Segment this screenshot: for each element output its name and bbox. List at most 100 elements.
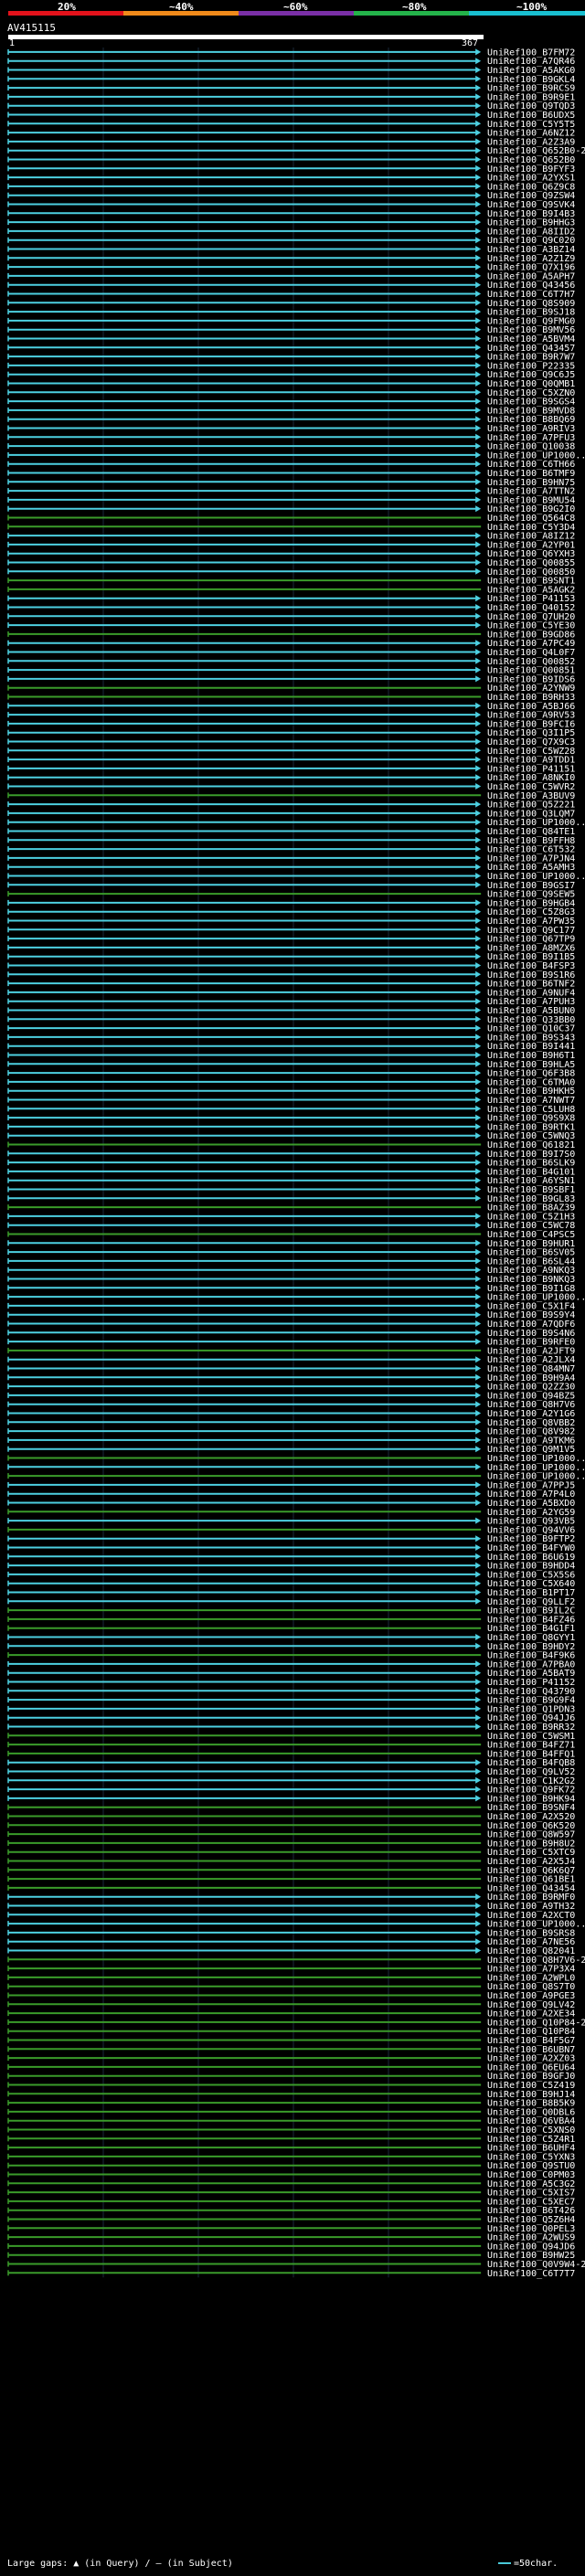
hit-label[interactable]: UniRef100_A7QDF6 — [487, 1320, 575, 1330]
hit-label[interactable]: UniRef100_Q93VB5 — [487, 1517, 575, 1527]
hit-label[interactable]: UniRef100_P41152 — [487, 1678, 575, 1688]
hit-label[interactable]: UniRef100_Q8S7T0 — [487, 1982, 575, 1992]
hit-label[interactable]: UniRef100_Q6Z9C8 — [487, 182, 575, 192]
hit-label[interactable]: UniRef100_UP1000... — [487, 872, 585, 882]
hit-label[interactable]: UniRef100_A9RIV3 — [487, 424, 575, 434]
hit-label[interactable]: UniRef100_B9HDY2 — [487, 1642, 575, 1652]
hit-label[interactable]: UniRef100_Q0PEL3 — [487, 2224, 575, 2234]
hit-label[interactable]: UniRef100_B9HW25 — [487, 2251, 575, 2261]
hit-label[interactable]: UniRef100_Q5Z6H4 — [487, 2215, 575, 2225]
hit-label[interactable]: UniRef100_C5X640 — [487, 1579, 575, 1589]
hit-label[interactable]: UniRef100_A7QR46 — [487, 57, 575, 67]
hit-label[interactable]: UniRef100_A9NKQ3 — [487, 1266, 575, 1276]
hit-label[interactable]: UniRef100_A3BUV9 — [487, 791, 575, 801]
hit-label[interactable]: UniRef100_C5YE30 — [487, 621, 575, 631]
hit-label[interactable]: UniRef100_A2X5J4 — [487, 1857, 575, 1867]
hit-label[interactable]: UniRef100_C5X5S6 — [487, 1570, 575, 1580]
hit-label[interactable]: UniRef100_Q6VBA4 — [487, 2116, 575, 2126]
hit-label[interactable]: UniRef100_Q43790 — [487, 1687, 575, 1697]
hit-label[interactable]: UniRef100_A7NWT7 — [487, 1096, 575, 1106]
hit-label[interactable]: UniRef100_B6UHF4 — [487, 2144, 575, 2154]
hit-label[interactable]: UniRef100_B4F5G7 — [487, 2036, 575, 2046]
hit-label[interactable]: UniRef100_Q94VV6 — [487, 1525, 575, 1535]
hit-label[interactable]: UniRef100_Q67TP9 — [487, 935, 575, 945]
hit-label[interactable]: UniRef100_A7PC49 — [487, 639, 575, 649]
hit-label[interactable]: UniRef100_A7P3X4 — [487, 1965, 575, 1975]
hit-label[interactable]: UniRef100_UP1000... — [487, 1293, 585, 1303]
hit-label[interactable]: UniRef100_A7TTN2 — [487, 487, 575, 497]
hit-label[interactable]: UniRef100_A5BJ66 — [487, 702, 575, 712]
hit-label[interactable]: UniRef100_B9SNT1 — [487, 577, 575, 587]
hit-label[interactable]: UniRef100_B9HUR1 — [487, 1239, 575, 1249]
hit-label[interactable]: UniRef100_Q2ZZ30 — [487, 1383, 575, 1393]
hit-label[interactable]: UniRef100_UP1000... — [487, 818, 585, 828]
hit-label[interactable]: UniRef100_A9PGE3 — [487, 1991, 575, 2001]
hit-label[interactable]: UniRef100_Q00852 — [487, 657, 575, 667]
hit-label[interactable]: UniRef100_B9HJ14 — [487, 2090, 575, 2100]
hit-label[interactable]: UniRef100_B9S4N6 — [487, 1329, 575, 1339]
hit-label[interactable]: UniRef100_Q9SVK4 — [487, 200, 575, 210]
hit-label[interactable]: UniRef100_A2YG59 — [487, 1508, 575, 1518]
hit-label[interactable]: UniRef100_B9RR32 — [487, 1723, 575, 1733]
hit-label[interactable]: UniRef100_B6UDX5 — [487, 111, 575, 121]
hit-label[interactable]: UniRef100_B9FYF3 — [487, 164, 575, 175]
hit-label[interactable]: UniRef100_B9HK94 — [487, 1794, 575, 1804]
hit-label[interactable]: UniRef100_A5AGK2 — [487, 585, 575, 595]
hit-label[interactable]: UniRef100_A2WPL0 — [487, 1973, 575, 1983]
hit-label[interactable]: UniRef100_Q84MN7 — [487, 1364, 575, 1374]
hit-label[interactable]: UniRef100_B8BQ69 — [487, 415, 575, 425]
hit-label[interactable]: UniRef100_B8AZ39 — [487, 1203, 575, 1214]
hit-label[interactable]: UniRef100_A2XE34 — [487, 2009, 575, 2019]
hit-label[interactable]: UniRef100_A9TKM6 — [487, 1436, 575, 1446]
hit-label[interactable]: UniRef100_Q9SEW5 — [487, 890, 575, 900]
hit-label[interactable]: UniRef100_Q9LV42 — [487, 2000, 575, 2010]
hit-label[interactable]: UniRef100_C6T532 — [487, 845, 575, 855]
hit-label[interactable]: UniRef100_C5XIS7 — [487, 2189, 575, 2199]
hit-label[interactable]: UniRef100_Q84TE1 — [487, 827, 575, 837]
hit-label[interactable]: UniRef100_B9HN75 — [487, 478, 575, 488]
hit-label[interactable]: UniRef100_C5Y5T5 — [487, 120, 575, 130]
hit-label[interactable]: UniRef100_Q7X9C3 — [487, 737, 575, 747]
hit-label[interactable]: UniRef100_B9RCS9 — [487, 84, 575, 94]
hit-label[interactable]: UniRef100_B4G101 — [487, 1167, 575, 1177]
hit-label[interactable]: UniRef100_B6SL44 — [487, 1256, 575, 1267]
hit-label[interactable]: UniRef100_B6U619 — [487, 1553, 575, 1563]
hit-label[interactable]: UniRef100_A5BAT9 — [487, 1669, 575, 1679]
hit-label[interactable]: UniRef100_B4FZ71 — [487, 1741, 575, 1751]
hit-label[interactable]: UniRef100_A5BVM4 — [487, 334, 575, 345]
hit-label[interactable]: UniRef100_B6T426 — [487, 2206, 575, 2216]
hit-label[interactable]: UniRef100_A7PJN4 — [487, 853, 575, 864]
hit-label[interactable]: UniRef100_B9HGB4 — [487, 898, 575, 908]
hit-label[interactable]: UniRef100_Q9STU0 — [487, 2161, 575, 2171]
hit-label[interactable]: UniRef100_B9I1B5 — [487, 952, 575, 962]
hit-label[interactable]: UniRef100_B9S343 — [487, 1033, 575, 1043]
hit-label[interactable]: UniRef100_Q10038 — [487, 442, 575, 452]
hit-label[interactable]: UniRef100_UP1000... — [487, 451, 585, 461]
hit-label[interactable]: UniRef100_Q33BB0 — [487, 1015, 575, 1025]
hit-label[interactable]: UniRef100_A7PW35 — [487, 917, 575, 927]
hit-label[interactable]: UniRef100_A2YNW9 — [487, 684, 575, 694]
hit-label[interactable]: UniRef100_Q9LLF2 — [487, 1597, 575, 1607]
hit-label[interactable]: UniRef100_A2Z3A9 — [487, 137, 575, 147]
hit-label[interactable]: UniRef100_B9RH33 — [487, 693, 575, 703]
hit-label[interactable]: UniRef100_Q61BE1 — [487, 1875, 575, 1885]
hit-label[interactable]: UniRef100_A2Y1G6 — [487, 1409, 575, 1419]
hit-label[interactable]: UniRef100_Q94JD6 — [487, 2242, 575, 2252]
hit-label[interactable]: UniRef100_Q00851 — [487, 666, 575, 676]
hit-label[interactable]: UniRef100_B9SGS4 — [487, 398, 575, 408]
hit-label[interactable]: UniRef100_B4F9K6 — [487, 1651, 575, 1661]
hit-label[interactable]: UniRef100_C5WSM1 — [487, 1732, 575, 1742]
hit-label[interactable]: UniRef100_C5Z4R1 — [487, 2135, 575, 2145]
hit-label[interactable]: UniRef100_B9GKL4 — [487, 75, 575, 85]
hit-label[interactable]: UniRef100_B9S1R6 — [487, 970, 575, 981]
hit-label[interactable]: UniRef100_C5XEC7 — [487, 2197, 575, 2207]
hit-label[interactable]: UniRef100_C5WC78 — [487, 1221, 575, 1231]
hit-label[interactable]: UniRef100_B6TMF9 — [487, 469, 575, 479]
hit-label[interactable]: UniRef100_Q3LQM7 — [487, 809, 575, 819]
hit-label[interactable]: UniRef100_Q6F3B8 — [487, 1069, 575, 1079]
hit-label[interactable]: UniRef100_B9S9Y4 — [487, 1310, 575, 1320]
hit-label[interactable]: UniRef100_B9I441 — [487, 1042, 575, 1052]
hit-label[interactable]: UniRef100_Q9ZSW4 — [487, 191, 575, 201]
hit-label[interactable]: UniRef100_Q9TQD3 — [487, 101, 575, 111]
hit-label[interactable]: UniRef100_A7PPJ5 — [487, 1480, 575, 1490]
